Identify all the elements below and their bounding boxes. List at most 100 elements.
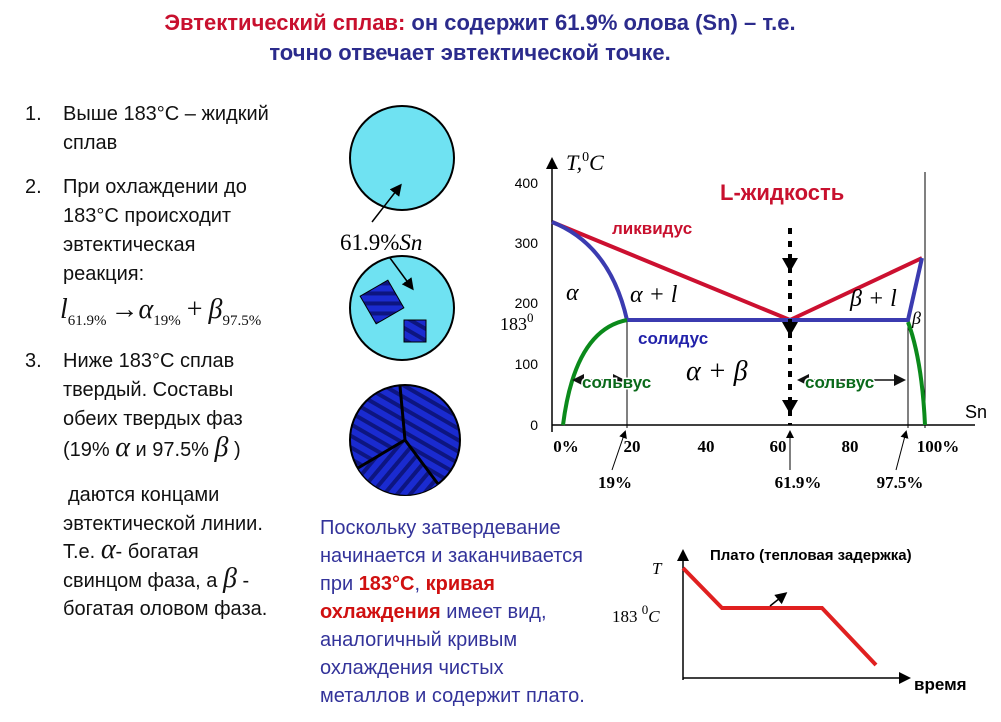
region-label: L-жидкость (720, 180, 844, 205)
formula-sub: 61.9% (68, 313, 107, 329)
greek: β (222, 563, 237, 594)
cooling-curve: Плато (тепловая задержка) T 183 0C время (612, 547, 967, 694)
item-number: 2. (25, 176, 42, 198)
text: имеет вид, (446, 601, 546, 623)
text: свинцом фаза, а (63, 570, 218, 592)
list: 1. Выше 183°С – жидкий сплав 2. При охла… (25, 103, 269, 620)
phase-labels: α α + l β + l β α + β (566, 280, 921, 387)
formula-part: → (111, 294, 139, 325)
formula-part: l (60, 294, 68, 325)
cooling-line (681, 566, 878, 667)
text: C (648, 607, 660, 626)
marker-label: 97.5% (877, 473, 924, 492)
item-line: твердый. Составы (63, 379, 233, 401)
crystal (359, 279, 405, 325)
text-line: при 183°С, кривая (320, 573, 495, 595)
y-tick-label: 100 (515, 356, 539, 372)
y-tick-label: 400 (515, 175, 539, 191)
y-tick-label: 0 (530, 417, 538, 433)
x-tick-label: 80 (842, 437, 859, 456)
text: 183°С (359, 573, 415, 595)
item-line: сплав (63, 132, 117, 154)
x-ticks: 0% 20 40 60 80 100% 19% 61.9% 97.5% (553, 437, 959, 492)
text: кривая (426, 573, 495, 595)
text: 183 (612, 607, 638, 626)
marker-arrow (895, 430, 909, 471)
title-line: Эвтектический сплав: он содержит 61.9% о… (164, 10, 795, 35)
region-labels: L-жидкость ликвидус солидус сольвус соль… (581, 180, 876, 394)
phase-diagram: T,0C 400 300 200 100 0 1830 0% 20 40 60 … (500, 150, 987, 492)
item-line: (19% α и 97.5% β ) (63, 432, 241, 463)
crystal (403, 319, 427, 343)
x-tick-label: 0% (553, 437, 579, 456)
phase-label: α + l (630, 282, 678, 308)
x-tick-label: 100% (917, 437, 960, 456)
y-tick-label: 200 (515, 295, 539, 311)
text: при (320, 573, 353, 595)
item-line: Ниже 183°С сплав (63, 350, 234, 372)
formula-sub: 19% (153, 313, 181, 329)
explanation: Поскольку затвердевание начинается и зак… (320, 517, 585, 707)
text: и 97.5% (136, 439, 210, 461)
formula-part: β (208, 294, 223, 325)
text: , (415, 573, 421, 595)
item-number: 1. (25, 103, 42, 125)
text: - (242, 570, 249, 592)
formula-part: + (187, 294, 203, 325)
phase-label: α (566, 280, 579, 306)
text: 0 (582, 150, 589, 165)
formula-sub: 97.5% (222, 313, 261, 329)
text: (19% (63, 439, 110, 461)
solvus (561, 318, 927, 426)
item-line: При охлаждении до (63, 176, 247, 198)
item-line: Выше 183°С – жидкий (63, 103, 269, 125)
region-label: солидус (638, 329, 708, 348)
cooling-arrows (782, 258, 798, 414)
formula-part: α (139, 294, 155, 325)
text: T, (566, 150, 582, 175)
region-label: ликвидус (612, 219, 692, 238)
item-line: эвтектическая (63, 234, 195, 256)
title-blue: он содержит 61.9% олова (Sn) – т.е. (411, 10, 795, 35)
text: Т.е. (63, 541, 95, 563)
region-label: сольвус (805, 373, 874, 392)
item-line: обеих твердых фаз (63, 408, 243, 430)
text: ) (234, 439, 241, 461)
item-line: эвтектической линии. (63, 513, 263, 535)
y-axis-label: T,0C (566, 150, 604, 175)
text: 61.9% (340, 230, 399, 255)
formula: l61.9% →α19% + β97.5% (60, 294, 261, 329)
marker-label: 19% (598, 473, 632, 492)
text: 183 (500, 314, 527, 334)
item-line: Т.е. α- богатая (63, 534, 199, 565)
item-line: свинцом фаза, а β - (63, 563, 249, 594)
text-line: начинается и заканчивается (320, 545, 583, 567)
title-red: Эвтектический сплав: (164, 10, 405, 35)
text: C (589, 150, 604, 175)
y-ticks: 400 300 200 100 0 (515, 175, 539, 433)
item-line: даются концами (68, 484, 219, 506)
title-line: точно отвечает эвтектической точке. (269, 40, 670, 65)
grain (358, 440, 438, 495)
x-axis-label: Sn (965, 402, 987, 422)
liquid-circle (349, 105, 455, 211)
y-label: T (652, 559, 663, 578)
text-line: аналогичный кривым (320, 629, 517, 651)
y-tick-label: 300 (515, 235, 539, 251)
text-line: охлаждения чистых (320, 657, 504, 679)
pointer (389, 257, 414, 291)
x-tick-label: 40 (698, 437, 715, 456)
item-line: 183°С происходит (63, 205, 231, 227)
text: - богатая (116, 541, 199, 563)
marker-arrow (611, 430, 627, 471)
plateau-arrow (769, 592, 788, 607)
micro-label: 61.9%Sn (340, 230, 422, 255)
region-label: сольвус (582, 373, 651, 392)
marker-label: 61.9% (775, 473, 822, 492)
x-tick-label: 20 (624, 437, 641, 456)
text: охлаждения (320, 601, 441, 623)
text: 0 (642, 602, 649, 617)
item-number: 3. (25, 350, 42, 372)
x-tick-label: 60 (770, 437, 787, 456)
eutectic-temp: 1830 (500, 310, 534, 334)
